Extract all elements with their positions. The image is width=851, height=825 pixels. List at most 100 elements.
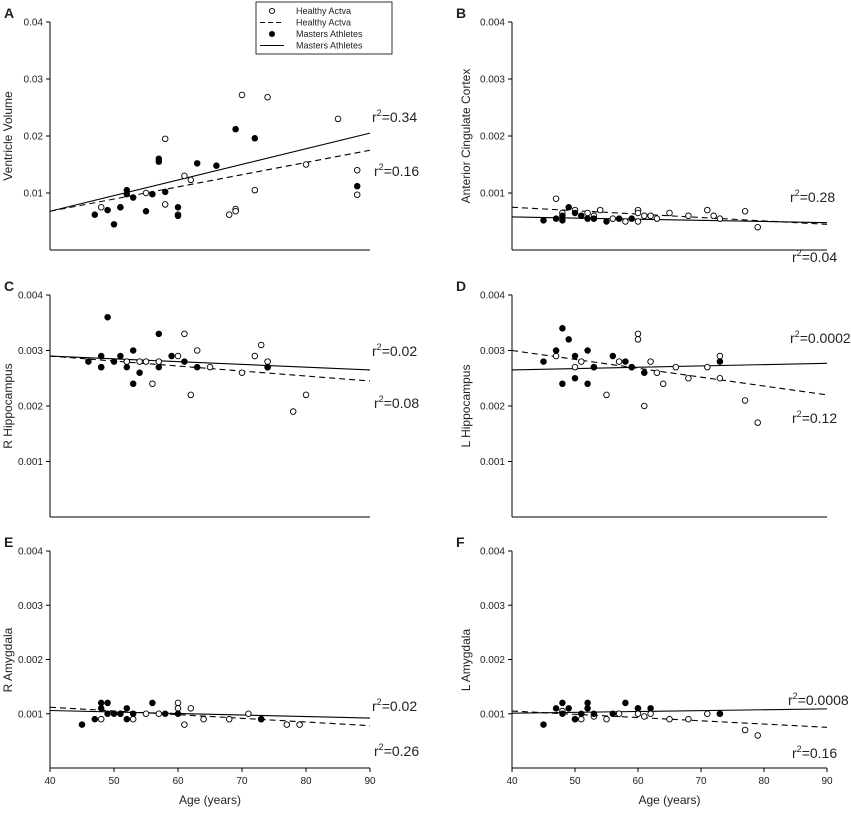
y-axis-label: L Amygdala (459, 629, 473, 692)
point-masters-athletes (155, 363, 163, 371)
panel-b: B 0.004 0.003 0.002 0.001 Anterior Cingulate … (456, 5, 837, 265)
y-tick-label: 0.04 (24, 18, 44, 29)
panel-letter: C (4, 278, 14, 294)
y-tick-label: 0.02 (24, 132, 44, 143)
x-axis-label: Age (years) (638, 793, 700, 807)
point-healthy-active (155, 358, 163, 365)
point-healthy-active (129, 715, 137, 723)
panel-letter: F (456, 534, 465, 550)
point-masters-athletes (590, 363, 598, 371)
point-healthy-active (289, 408, 297, 415)
r2-label: r2=0.0002 (790, 329, 851, 346)
point-masters-athletes (123, 705, 131, 712)
point-masters-athletes (565, 705, 572, 712)
point-masters-athletes (110, 710, 118, 718)
y-axis-label: Ventricle Volume (1, 91, 15, 181)
point-healthy-active (685, 212, 692, 220)
point-masters-athletes (584, 705, 591, 712)
r2-label: r2=0.12 (792, 409, 837, 426)
point-healthy-active (704, 363, 711, 371)
point-healthy-active (615, 710, 623, 718)
point-masters-athletes (559, 212, 566, 220)
point-masters-athletes (609, 710, 617, 718)
y-tick-label: 0.004 (480, 18, 505, 29)
point-masters-athletes (97, 363, 105, 371)
fit-line-healthy-active (511, 349, 828, 396)
point-masters-athletes (117, 352, 124, 360)
point-masters-athletes (353, 182, 361, 190)
point-healthy-active (251, 352, 259, 360)
point-masters-athletes (193, 160, 201, 167)
point-healthy-active (174, 699, 182, 707)
y-tick-label: 0.003 (480, 75, 505, 86)
point-masters-athletes (622, 699, 629, 707)
y-tick-label: 0.002 (480, 402, 505, 413)
legend-marker-masters-athletes (268, 30, 276, 38)
point-masters-athletes (559, 710, 566, 718)
point-masters-athletes (142, 207, 150, 215)
point-healthy-active (142, 358, 150, 365)
point-healthy-active (685, 375, 692, 382)
x-axis-label: Age (years) (179, 793, 241, 807)
x-tick-label: 80 (300, 776, 312, 787)
point-healthy-active (174, 352, 182, 360)
point-masters-athletes (129, 380, 137, 388)
point-healthy-active (704, 710, 711, 718)
point-masters-athletes (174, 212, 182, 220)
y-tick-label: 0.002 (18, 402, 43, 413)
point-masters-athletes (559, 380, 566, 388)
point-healthy-active (641, 713, 648, 720)
point-healthy-active (302, 161, 310, 168)
legend-entry: Masters Athletes (296, 41, 363, 51)
point-healthy-active (161, 201, 169, 208)
point-masters-athletes (622, 358, 629, 365)
point-masters-athletes (123, 363, 131, 371)
fit-line-masters-athletes (49, 132, 371, 212)
point-masters-athletes (155, 330, 163, 338)
point-healthy-active (149, 380, 156, 388)
point-masters-athletes (104, 206, 111, 214)
point-masters-athletes (257, 715, 265, 723)
point-healthy-active (622, 218, 629, 225)
panel-letter: A (4, 5, 14, 21)
y-tick-label: 0.004 (480, 547, 505, 558)
point-masters-athletes (552, 215, 560, 222)
point-healthy-active (672, 363, 680, 371)
point-masters-athletes (578, 212, 585, 220)
x-tick-label: 50 (108, 776, 120, 787)
r2-label: r2=0.16 (374, 162, 419, 179)
point-masters-athletes (584, 699, 591, 707)
point-healthy-active (716, 375, 724, 382)
panel-letter: D (456, 278, 466, 294)
y-tick-label: 0.003 (18, 346, 43, 357)
y-tick-label: 0.004 (18, 291, 43, 302)
point-masters-athletes (628, 363, 635, 371)
point-masters-athletes (571, 352, 579, 360)
point-masters-athletes (232, 125, 239, 133)
point-masters-athletes (129, 347, 137, 354)
x-tick-label: 60 (632, 776, 644, 787)
point-masters-athletes (559, 325, 566, 332)
y-tick-label: 0.003 (18, 601, 43, 612)
point-healthy-active (225, 715, 233, 723)
point-healthy-active (283, 721, 291, 728)
panel-a: A 0.04 0.03 0.02 0.01 Ventricle Volume r2=0.34… (1, 1, 419, 251)
y-tick-label: 0.03 (24, 75, 44, 86)
point-masters-athletes (91, 715, 99, 723)
point-masters-athletes (117, 203, 124, 211)
point-healthy-active (609, 215, 617, 222)
point-masters-athletes (117, 710, 124, 718)
point-masters-athletes (590, 710, 598, 718)
r2-label: r2=0.28 (790, 188, 835, 205)
point-healthy-active (97, 203, 105, 211)
point-healthy-active (653, 215, 661, 222)
r2-label: r2=0.34 (372, 108, 417, 125)
point-masters-athletes (540, 358, 547, 365)
y-tick-label: 0.004 (18, 547, 43, 558)
point-healthy-active (666, 715, 673, 723)
point-masters-athletes (552, 347, 560, 354)
x-tick-label: 90 (821, 776, 833, 787)
point-masters-athletes (104, 710, 111, 718)
